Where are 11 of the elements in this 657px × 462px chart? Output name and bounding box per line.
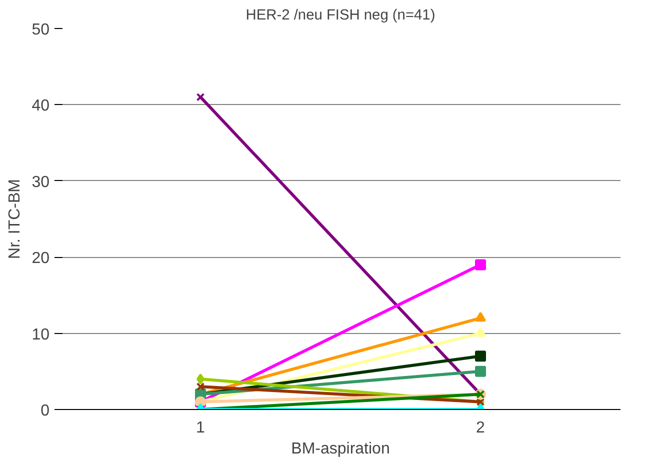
x-axis-title: BM-aspiration: [291, 440, 390, 458]
y-tick-label: 30: [32, 174, 50, 191]
y-tick-label: 20: [32, 250, 50, 268]
x-tick-label: 1: [196, 420, 206, 436]
x-tick-label: 2: [476, 420, 486, 436]
chart-title: HER-2 /neu FISH neg (n=41): [246, 8, 436, 24]
y-tick-label: 0: [40, 402, 50, 420]
y-tick-label: 40: [32, 98, 50, 115]
y-tick-label: 50: [32, 22, 50, 38]
y-axis-title: Nr. ITC-BM: [6, 178, 24, 259]
y-tick-label: 10: [32, 326, 50, 344]
